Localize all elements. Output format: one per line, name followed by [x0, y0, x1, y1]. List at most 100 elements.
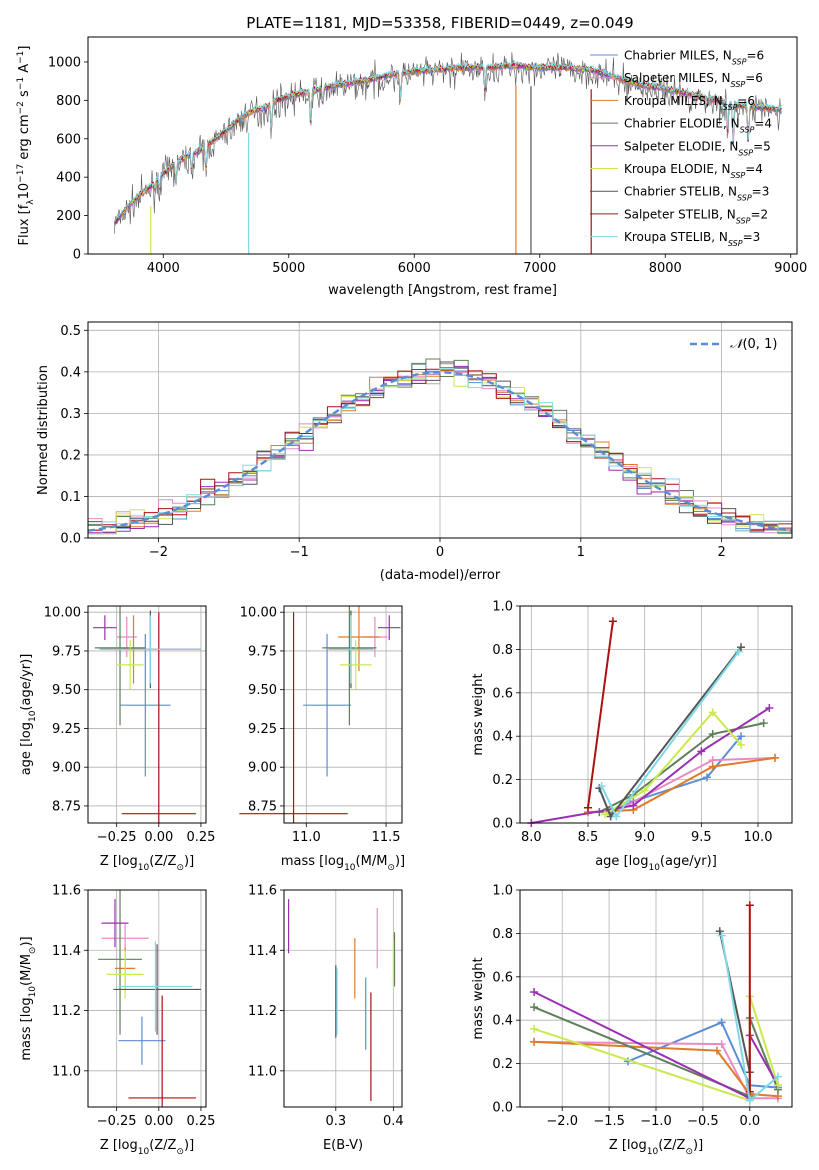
weight-marker — [597, 782, 606, 791]
y-tick-label: 9.75 — [248, 644, 277, 659]
legend-text: Salpeter MILES, N — [624, 71, 731, 85]
weight-marker — [717, 931, 726, 940]
residuals-panel: −2 −1 0 1 2 0.0 0.1 0.2 0.3 0.4 0.5 𝒩(0, 1) (data-mo… — [36, 321, 793, 583]
legend-value: =6 — [746, 49, 764, 63]
weight-marker — [745, 1087, 754, 1096]
y-tick-label: 8.75 — [52, 799, 81, 814]
y-tick-label: 1.0 — [492, 884, 513, 899]
legend-value: =3 — [743, 230, 761, 244]
legend-value: =3 — [752, 185, 770, 199]
y-tick-label: 0.5 — [60, 324, 81, 339]
weight-marker — [629, 801, 638, 810]
y-tick-label: 0.4 — [492, 1014, 513, 1029]
x-tick-label: 9.0 — [634, 830, 655, 845]
legend-sub: SSP — [731, 171, 746, 180]
plot-frame — [87, 889, 207, 1108]
x-tick-label: 2 — [717, 545, 725, 560]
label-part: ⊙ — [387, 863, 395, 873]
weight-line-chabrier-miles — [627, 1021, 778, 1089]
y-tick-label: 11.0 — [52, 1064, 81, 1079]
y-tick-label: 200 — [56, 209, 81, 224]
legend-sub: SSP — [728, 239, 743, 248]
legend-text: Kroupa MILES, N — [624, 94, 723, 108]
y-tick-label: 11.4 — [52, 944, 81, 959]
y-tick-label: 0.2 — [492, 773, 513, 788]
label-part: s — [17, 90, 32, 101]
label-part: (Z/Z — [149, 854, 176, 869]
y-tick-label: 0.1 — [60, 490, 81, 505]
label-part: (M/M — [19, 954, 34, 986]
y-tick-label: 9.50 — [248, 683, 277, 698]
legend-text: Salpeter ELODIE, N — [624, 139, 738, 153]
legend-label: Salpeter MILES, NSSP=6 — [624, 71, 763, 89]
legend-text: Salpeter STELIB, N — [624, 207, 736, 221]
weight-marker — [612, 812, 621, 821]
weight-marker — [737, 643, 745, 652]
label-part: (Z/Z — [658, 1138, 685, 1153]
legend-text: Kroupa ELODIE, N — [624, 162, 731, 176]
weight-marker — [745, 901, 754, 910]
y-tick-label: 0.6 — [492, 686, 513, 701]
y-tick-label: 9.25 — [248, 722, 277, 737]
weight-marker — [530, 1037, 539, 1046]
x-tick-label: 0 — [436, 545, 444, 560]
y-tick-label: 400 — [56, 171, 81, 186]
legend-args: (0, 1) — [742, 337, 777, 352]
weight-line-salpeter-elodie — [531, 707, 770, 824]
x-tick-label: −0.5 — [687, 1114, 719, 1129]
x-tick-label: −1 — [290, 545, 309, 560]
label-part: Z [log — [100, 854, 138, 869]
label-part: ] — [17, 46, 32, 51]
x-tick-label: 0.25 — [186, 830, 215, 845]
legend-sub: SSP — [740, 125, 755, 134]
weight-marker — [703, 773, 711, 782]
plot-frame — [87, 321, 793, 539]
x-tick-label: 9000 — [774, 261, 807, 276]
weight-vs-age-panel: 8.0 8.5 9.0 9.5 10.0 0.0 0.2 0.4 0.6 0.8 1.0 age [l… — [471, 600, 793, 873]
weight-marker — [608, 617, 617, 626]
y-tick-label: 9.75 — [52, 644, 81, 659]
y-tick-label: 0.2 — [492, 1057, 513, 1072]
label-part: −2 — [16, 101, 26, 114]
y-tick-label: 0.8 — [492, 927, 513, 942]
x-tick-label: 8.5 — [578, 830, 599, 845]
y-tick-label: 0.0 — [60, 532, 81, 547]
label-part: 10 — [648, 863, 660, 873]
x-axis-label: Z [log10(Z/Z⊙)] — [100, 1138, 194, 1157]
y-tick-label: 1.0 — [492, 600, 513, 615]
legend-value: =4 — [745, 162, 763, 176]
spectrum-kroupa-stelib — [114, 60, 782, 222]
label-part: ⊙ — [685, 1147, 693, 1157]
weight-marker — [708, 730, 717, 739]
weight-marker — [737, 740, 745, 749]
y-tick-label: 9.25 — [52, 722, 81, 737]
y-tick-label: 9.00 — [52, 761, 81, 776]
legend-value: =4 — [754, 117, 772, 131]
weight-marker — [773, 1072, 782, 1081]
weight-marker — [708, 762, 717, 771]
y-tick-label: 0.8 — [492, 643, 513, 658]
legend-value: =6 — [737, 94, 755, 108]
label-part: age [log — [19, 722, 34, 775]
x-tick-label: −1.5 — [593, 1114, 625, 1129]
y-tick-label: 8.75 — [248, 799, 277, 814]
x-tick-label: −1.0 — [640, 1114, 672, 1129]
legend-label: Chabrier MILES, NSSP=6 — [624, 49, 764, 67]
legend-label: Chabrier ELODIE, NSSP=4 — [624, 117, 772, 135]
plot-frame — [87, 36, 798, 255]
label-part: erg cm — [17, 114, 32, 163]
label-part: ⊙ — [176, 1147, 184, 1157]
normal-reference-curve — [87, 371, 793, 532]
y-tick-label: 0 — [73, 248, 81, 263]
y-tick-label: 1000 — [48, 55, 81, 70]
label-part: −17 — [16, 164, 26, 183]
weight-marker — [734, 647, 743, 656]
legend-sub: SSP — [731, 80, 746, 89]
x-tick-label: −0.25 — [97, 1114, 137, 1129]
label-part: mass [log — [281, 854, 344, 869]
age-vs-mass-panel: 11.0 11.5 8.75 9.00 9.25 9.50 9.75 10.00 mass [l… — [239, 605, 405, 873]
weight-marker — [717, 1040, 726, 1049]
y-tick-label: 11.6 — [248, 884, 277, 899]
